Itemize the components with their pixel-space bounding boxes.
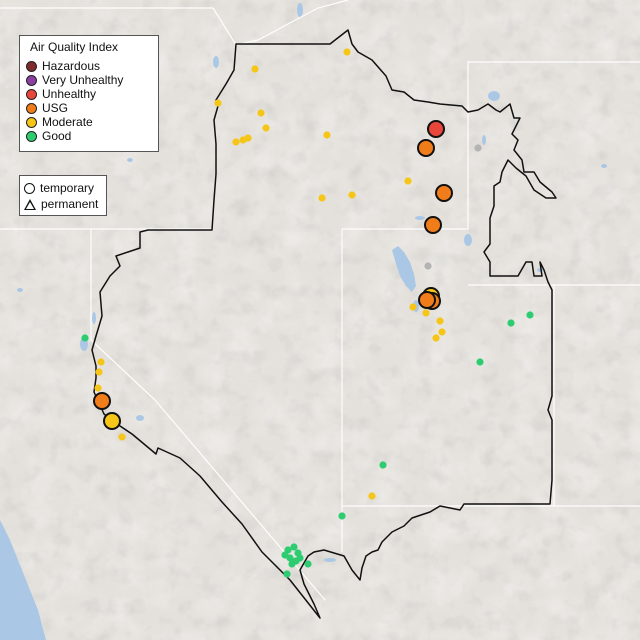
american-falls [415,216,425,220]
sensor-marker-usg[interactable] [417,139,435,157]
sensor-marker-good[interactable] [526,311,534,319]
legend-label: permanent [41,197,99,211]
sensor-marker-usg[interactable] [435,184,453,202]
sensor-layer [81,48,534,578]
sensor-marker-usg[interactable] [93,392,111,410]
sensor-marker-moderate[interactable] [251,65,259,73]
sensor-marker-moderate[interactable] [94,384,102,392]
pyramid-lake [92,312,96,324]
legend-item-usg: USG [26,101,68,115]
sensor-marker-moderate[interactable] [348,191,356,199]
jackson-lake [482,135,486,145]
sensor-marker-moderate[interactable] [323,131,331,139]
sensor-marker-usg[interactable] [418,291,436,309]
sensor-marker-moderate[interactable] [232,138,240,146]
triangle-icon [24,198,36,210]
legend-item-permanent: permanent [24,197,98,211]
sensor-marker-moderate[interactable] [343,48,351,56]
sensor-marker-moderate[interactable] [103,412,121,430]
border-id-mt [212,0,349,46]
hazardous-swatch [26,60,37,72]
sensor-marker-moderate[interactable] [432,334,440,342]
sensor-marker-moderate[interactable] [368,492,376,500]
legend-item-temporary: temporary [24,181,94,195]
sensor-marker-moderate[interactable] [318,194,326,202]
sensor-marker-good[interactable] [507,319,515,327]
sensor-marker-good[interactable] [283,570,291,578]
sensor-marker-good[interactable] [296,554,304,562]
border-ca-nv [90,229,326,601]
sensor-marker-moderate[interactable] [257,109,265,117]
flathead-lake [297,3,303,17]
sensor-marker-moderate[interactable] [95,368,103,376]
ocean [0,520,46,640]
lake-mead [324,558,336,562]
legend-item-moderate: Moderate [26,115,93,129]
legend-label: Good [42,129,72,143]
sensor-marker-good[interactable] [288,560,296,568]
legend-label: temporary [40,181,95,195]
moderate-swatch [26,116,37,128]
legend-label: USG [42,101,69,115]
usg-swatch [26,102,37,114]
legend-label: Moderate [42,115,93,129]
small-lake-4 [17,288,23,292]
lake-pend-oreille [213,56,219,68]
bear-lake [464,234,472,246]
legend-label: Very Unhealthy [42,73,124,87]
very-unhealthy-swatch [26,74,37,86]
sensor-marker-good[interactable] [379,461,387,469]
legend-item-hazardous: Hazardous [26,59,100,73]
sensor-marker-good[interactable] [476,358,484,366]
sensor-marker-moderate[interactable] [118,433,126,441]
legend-title: Air Quality Index [30,40,119,54]
sensor-marker-no-data[interactable] [424,262,432,270]
sensor-marker-moderate[interactable] [422,309,430,317]
sensor-marker-moderate[interactable] [244,134,252,142]
legend-item-very-unhealthy: Very Unhealthy [26,73,123,87]
legend-item-unhealthy: Unhealthy [26,87,96,101]
region-boundary [91,29,557,619]
sensor-marker-good[interactable] [81,334,89,342]
small-lake-1 [127,158,133,162]
sensor-marker-moderate[interactable] [438,328,446,336]
sensor-marker-no-data[interactable] [474,144,482,152]
monitor-type-legend: temporary permanent [19,175,107,216]
sensor-marker-good[interactable] [290,543,298,551]
legend-label: Hazardous [42,59,101,73]
yellowstone-lake [488,91,500,101]
sensor-marker-good[interactable] [281,551,289,559]
great-salt-lake [392,246,416,292]
border-ut-wy-co [342,61,640,230]
legend-item-good: Good [26,129,71,143]
sensor-marker-moderate[interactable] [97,358,105,366]
unhealthy-swatch [26,88,37,100]
legend-label: Unhealthy [42,87,97,101]
sensor-marker-moderate[interactable] [436,317,444,325]
sensor-marker-moderate[interactable] [262,124,270,132]
state-borders [0,0,640,601]
sensor-marker-moderate[interactable] [404,177,412,185]
small-lake-3 [601,164,607,168]
sensor-marker-moderate[interactable] [214,99,222,107]
sensor-marker-unhealthy[interactable] [427,120,445,138]
mono-lake [136,415,144,421]
sensor-marker-usg[interactable] [424,216,442,234]
sensor-marker-good[interactable] [338,512,346,520]
circle-icon [24,182,35,194]
sensor-marker-moderate[interactable] [409,303,417,311]
sensor-marker-good[interactable] [304,560,312,568]
good-swatch [26,130,37,142]
aqi-legend: Air Quality Index Hazardous Very Unhealt… [19,35,159,152]
